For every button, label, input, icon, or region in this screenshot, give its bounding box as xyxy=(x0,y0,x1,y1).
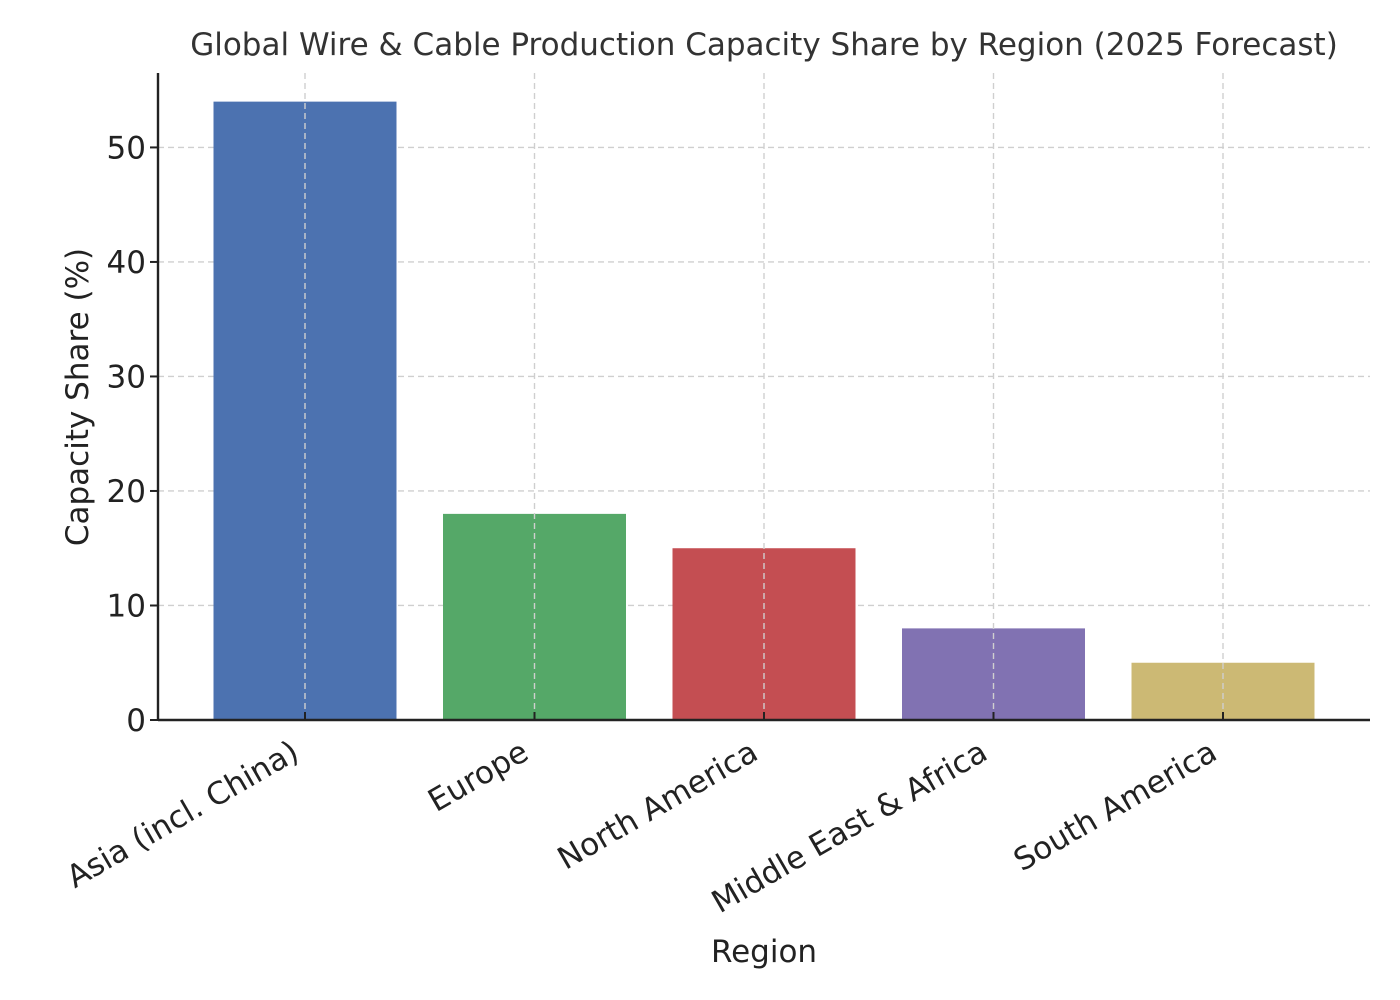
y-axis-label: Capacity Share (%) xyxy=(60,248,96,546)
x-axis-label: Region xyxy=(711,934,817,970)
y-tick-label: 10 xyxy=(107,588,146,624)
x-tick-label: Europe xyxy=(422,734,534,820)
y-tick-label: 40 xyxy=(107,245,146,281)
x-ticks: Asia (incl. China) Europe North AmericaMid… xyxy=(61,712,1224,921)
y-tick-label: 0 xyxy=(126,703,146,739)
y-ticks: 0 10 20 30 40 50 xyxy=(107,130,158,739)
x-tick-label: North America xyxy=(552,734,764,877)
bar xyxy=(1131,662,1315,720)
y-tick-label: 20 xyxy=(107,474,146,510)
x-tick-label: South America xyxy=(1008,734,1223,879)
x-tick-label: Asia (incl. China) xyxy=(61,734,305,896)
y-tick-label: 50 xyxy=(107,130,146,166)
y-tick-label: 30 xyxy=(107,359,146,395)
chart-title: Global Wire & Cable Production Capacity … xyxy=(190,27,1338,63)
vertical-gridlines xyxy=(304,73,1224,720)
